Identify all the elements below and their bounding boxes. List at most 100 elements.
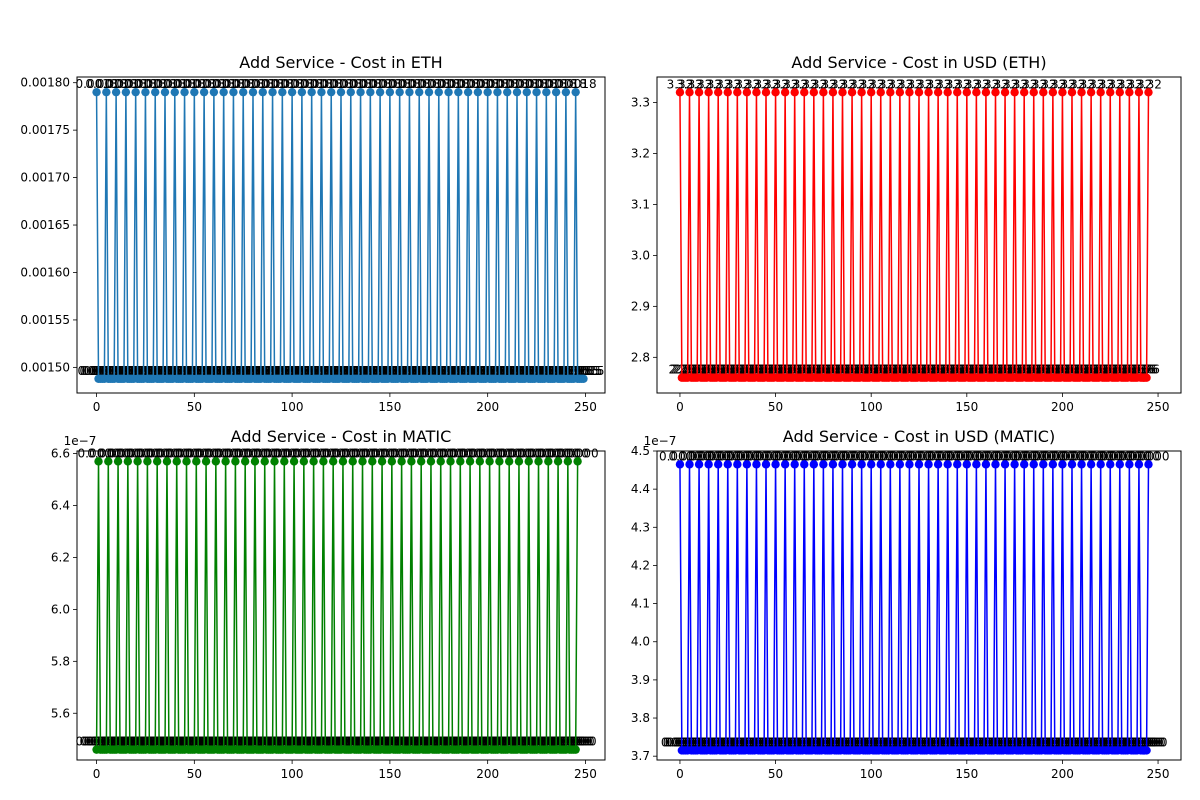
data-point [933, 88, 943, 97]
data-label: 0.0015 [561, 364, 603, 378]
data-point [886, 88, 895, 97]
data-label: 0.0015 [480, 364, 522, 378]
data-label: 0.0015 [355, 364, 397, 378]
data-label: 0.0000 [316, 735, 358, 749]
data-point [733, 88, 742, 97]
data-point [752, 88, 761, 97]
data-label: 0.0018 [437, 77, 479, 91]
data-point [503, 87, 512, 97]
data-label: 2.76 [1131, 363, 1158, 377]
data-label: 0.0000 [250, 735, 292, 749]
data-label: 2.76 [873, 363, 900, 377]
data-point [1142, 746, 1151, 755]
data-point [307, 87, 316, 97]
y-tick-label: 3.3 [631, 95, 650, 109]
data-label: 0.0015 [453, 364, 495, 378]
data-point [1134, 88, 1144, 97]
data-point [219, 87, 228, 97]
data-point [407, 457, 416, 466]
data-label: 0.0015 [431, 364, 473, 378]
data-point [1010, 88, 1019, 97]
data-point [733, 460, 742, 469]
data-label: 0.0000 [357, 735, 399, 749]
data-label: 0.0018 [115, 77, 157, 91]
y-tick-label: 0.00160 [20, 265, 70, 279]
data-point [1019, 460, 1029, 469]
data-label: 2.76 [1045, 363, 1072, 377]
data-label: 0.0000 [130, 735, 172, 749]
data-point [280, 457, 289, 466]
data-label: 0.0015 [150, 364, 192, 378]
data-label: 0.0015 [394, 364, 436, 378]
plot-area [675, 88, 1153, 382]
data-label: 0.0000 [195, 446, 237, 460]
data-label: 0.0015 [373, 364, 415, 378]
data-label: 0.0015 [441, 364, 483, 378]
data-label: 0.0015 [209, 364, 251, 378]
data-label: 0.0000 [210, 735, 252, 749]
data-label: 0.0015 [451, 364, 493, 378]
data-point [258, 87, 267, 97]
data-point [933, 460, 943, 469]
data-point [1000, 460, 1010, 469]
data-point [704, 460, 713, 469]
data-label: 0.0018 [467, 77, 509, 91]
data-label: 0.0015 [179, 364, 221, 378]
data-label: 0.0000 [322, 446, 364, 460]
data-point [111, 87, 121, 97]
data-label: 2.76 [1082, 363, 1109, 377]
data-label: 3.32 [906, 77, 933, 91]
data-point [180, 87, 189, 97]
x-tick-label: 0 [676, 767, 684, 781]
data-label: 0.0018 [535, 77, 577, 91]
y-tick-label: 3.1 [631, 197, 650, 211]
data-label: 0.0000 [91, 735, 133, 749]
data-label: 0.0015 [365, 364, 407, 378]
y-tick-label: 5.6 [51, 706, 70, 720]
data-point [847, 460, 857, 469]
data-label: 0.0015 [138, 364, 180, 378]
data-label: 0.0015 [529, 364, 571, 378]
data-point [1115, 460, 1125, 469]
x-tick-label: 50 [187, 400, 202, 414]
data-point [201, 457, 211, 466]
data-label: 0.0000 [345, 735, 387, 749]
data-point [221, 457, 230, 466]
data-point [694, 460, 704, 469]
data-point [1010, 460, 1019, 469]
data-label: 0.0018 [418, 77, 460, 91]
data-point [694, 88, 704, 97]
data-label: 2.76 [737, 363, 764, 377]
data-label: 0.0015 [91, 364, 133, 378]
data-point [943, 88, 952, 97]
data-label: 2.76 [843, 363, 870, 377]
chart-cost-usd-eth: Add Service - Cost in USD (ETH)3.322.762… [631, 53, 1182, 414]
data-label: 3.32 [753, 77, 780, 91]
chart-title: Add Service - Cost in USD (MATIC) [783, 427, 1055, 446]
data-point [838, 460, 847, 469]
data-label: 3.32 [1001, 77, 1028, 91]
data-point [972, 88, 981, 97]
data-label: 2.76 [871, 363, 898, 377]
y-tick-label: 4.1 [631, 597, 650, 611]
data-label: 2.76 [709, 363, 736, 377]
data-point [847, 88, 857, 97]
data-label: 0.0000 [224, 446, 266, 460]
data-label: 0.0000 [179, 735, 221, 749]
plot-area [92, 87, 588, 383]
data-point [327, 87, 336, 97]
data-label: 0.0000 [209, 735, 251, 749]
data-label: 3.32 [1059, 77, 1086, 91]
x-tick-label: 100 [281, 400, 304, 414]
data-label: 0.0015 [226, 364, 268, 378]
data-point [522, 87, 531, 97]
x-tick-label: 200 [1051, 767, 1074, 781]
data-point [152, 457, 162, 466]
data-label: 0.0000 [83, 735, 125, 749]
data-label: 0.0000 [263, 446, 305, 460]
data-point [336, 87, 346, 97]
data-label: 0.0015 [422, 364, 464, 378]
y-tick-label: 4.4 [631, 482, 650, 496]
data-label: 0.0015 [257, 364, 299, 378]
data-label: 2.76 [892, 363, 919, 377]
